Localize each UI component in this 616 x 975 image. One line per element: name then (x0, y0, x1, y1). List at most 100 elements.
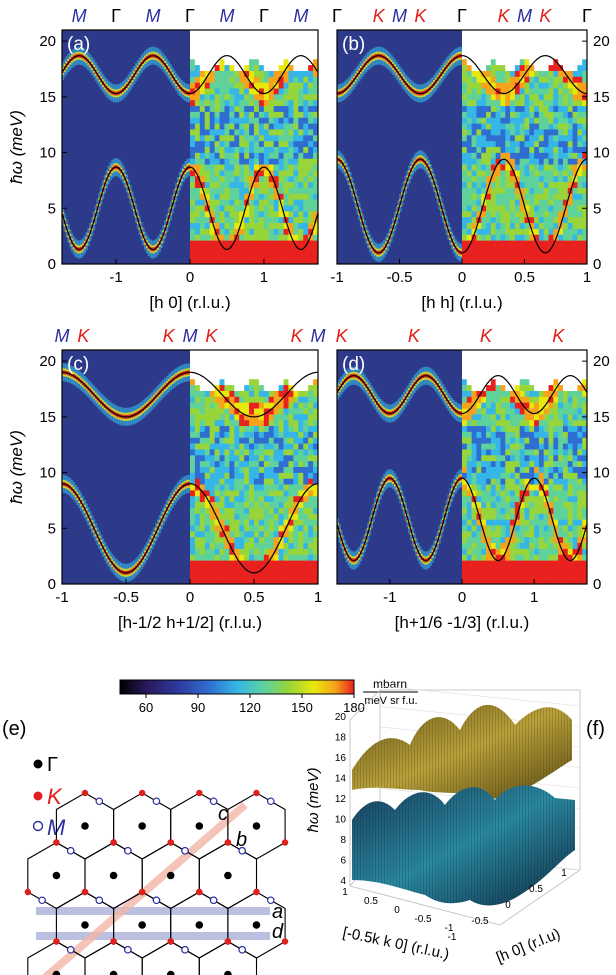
intensity-pixel (249, 193, 255, 200)
intensity-pixel (567, 53, 573, 60)
intensity-pixel (293, 572, 299, 579)
intensity-pixel (538, 41, 545, 48)
intensity-pixel (567, 70, 573, 78)
intensity-pixel (548, 223, 554, 230)
intensity-pixel (298, 543, 304, 550)
intensity-pixel (476, 205, 482, 212)
intensity-pixel (510, 111, 516, 119)
intensity-pixel (244, 88, 250, 95)
intensity-pixel (199, 572, 206, 579)
intensity-pixel (519, 35, 525, 42)
intensity-pixel (263, 402, 270, 409)
intensity-pixel (190, 111, 196, 119)
intensity-pixel (548, 182, 554, 189)
intensity-pixel (273, 205, 279, 212)
intensity-pixel (577, 41, 583, 48)
intensity-pixel (219, 170, 225, 177)
intensity-pixel (219, 223, 225, 230)
intensity-pixel (567, 240, 573, 247)
intensity-pixel (543, 100, 549, 107)
intensity-pixel (214, 187, 220, 195)
intensity-pixel (476, 152, 482, 159)
intensity-pixel (239, 176, 245, 183)
intensity-pixel (567, 158, 573, 165)
intensity-pixel (524, 252, 530, 259)
intensity-pixel (466, 117, 472, 124)
intensity-pixel (258, 199, 265, 206)
intensity-pixel (278, 65, 284, 72)
intensity-pixel (500, 117, 506, 124)
intensity-pixel (293, 111, 299, 119)
intensity-pixel (194, 41, 201, 48)
intensity-pixel (313, 437, 319, 444)
intensity-pixel (273, 461, 279, 468)
intensity-pixel (303, 182, 309, 189)
intensity-pixel (567, 199, 573, 206)
intensity-pixel (538, 88, 545, 95)
intensity-pixel (209, 152, 215, 159)
intensity-pixel (278, 390, 284, 398)
intensity-pixel (476, 88, 482, 95)
intensity-pixel (239, 537, 245, 544)
intensity-pixel (234, 123, 240, 130)
intensity-pixel (562, 30, 569, 37)
intensity-pixel (308, 129, 314, 136)
intensity-pixel (214, 123, 220, 130)
intensity-pixel (224, 76, 230, 83)
intensity-pixel (263, 507, 270, 515)
intensity-pixel (273, 443, 279, 450)
intensity-pixel (214, 525, 220, 532)
intensity-pixel (582, 53, 588, 60)
intensity-pixel (244, 217, 250, 224)
intensity-pixel (194, 455, 201, 462)
intensity-pixel (209, 502, 215, 509)
intensity-pixel (476, 164, 482, 171)
intensity-pixel (268, 449, 274, 456)
intensity-pixel (249, 467, 255, 474)
symmetry-point-label: K (205, 326, 218, 346)
intensity-pixel (219, 350, 225, 357)
intensity-pixel (303, 472, 309, 479)
intensity-pixel (199, 152, 206, 159)
intensity-pixel (308, 472, 314, 479)
intensity-pixel (199, 525, 206, 532)
intensity-pixel (298, 467, 304, 474)
intensity-pixel (288, 205, 294, 212)
intensity-pixel (514, 70, 520, 78)
intensity-pixel (190, 408, 196, 415)
intensity-pixel (194, 205, 201, 212)
intensity-pixel (234, 152, 240, 159)
intensity-pixel (268, 355, 274, 362)
intensity-pixel (249, 355, 255, 362)
intensity-pixel (194, 578, 201, 585)
intensity-pixel (283, 461, 289, 468)
intensity-pixel (313, 519, 319, 526)
intensity-pixel (224, 199, 230, 206)
intensity-pixel (199, 350, 206, 357)
intensity-pixel (471, 240, 477, 247)
intensity-pixel (234, 443, 240, 450)
intensity-pixel (572, 234, 578, 241)
intensity-pixel (199, 449, 206, 456)
intensity-pixel (209, 258, 215, 265)
intensity-pixel (234, 65, 240, 72)
intensity-pixel (288, 455, 294, 462)
intensity-pixel (293, 141, 299, 148)
intensity-pixel (273, 53, 279, 60)
intensity-pixel (543, 141, 549, 148)
intensity-pixel (500, 59, 506, 66)
intensity-pixel (244, 258, 250, 265)
intensity-pixel (229, 205, 235, 212)
intensity-pixel (298, 35, 304, 42)
intensity-pixel (273, 35, 279, 42)
intensity-pixel (466, 572, 472, 579)
intensity-pixel (244, 543, 250, 550)
intensity-pixel (293, 100, 299, 107)
intensity-pixel (462, 543, 468, 550)
intensity-pixel (258, 47, 265, 54)
intensity-pixel (229, 111, 235, 119)
intensity-pixel (254, 367, 260, 374)
intensity-pixel (273, 455, 279, 462)
intensity-pixel (278, 478, 284, 485)
intensity-pixel (249, 41, 255, 48)
